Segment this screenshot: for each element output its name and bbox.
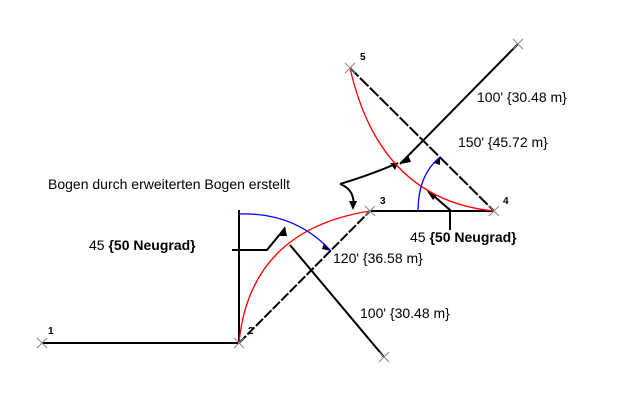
point-label-1: 1 [48, 326, 54, 337]
dimension-line-lower[interactable] [289, 244, 385, 358]
point-label-2: 2 [248, 326, 254, 337]
point-marker[interactable] [378, 351, 390, 363]
blue-angle-arc-left[interactable] [238, 213, 332, 252]
point-marker[interactable] [512, 38, 524, 50]
angle-value: 45 [410, 229, 426, 245]
angle-label-right: 45 {50 Neugrad} [410, 229, 517, 245]
leader-angle-right [427, 190, 451, 230]
red-arc-2-3[interactable] [238, 210, 371, 344]
red-arc-5-4[interactable] [349, 67, 495, 212]
arrowhead [349, 201, 357, 210]
arrowhead [280, 226, 287, 236]
point-label-3: 3 [380, 196, 386, 207]
blue-angle-arc-right[interactable] [417, 156, 441, 212]
point-marker[interactable] [233, 337, 245, 349]
point-marker[interactable] [344, 62, 356, 74]
distance-label-100-upper: 100' {30.48 m} [477, 89, 567, 105]
angle-unit: {50 Neugrad} [429, 229, 517, 245]
distance-label-120: 120' {36.58 m} [333, 250, 423, 266]
arrowhead [427, 191, 437, 200]
angle-unit: {50 Neugrad} [108, 237, 196, 253]
point-label-5: 5 [360, 52, 366, 63]
leader-angle-left [232, 227, 286, 251]
distance-label-100-lower: 100' {30.48 m} [360, 305, 450, 321]
distance-label-150: 150' {45.72 m} [458, 134, 548, 150]
angle-value: 45 [89, 237, 105, 253]
callout-text: Bogen durch erweiterten Bogen erstellt [48, 176, 291, 192]
dimension-line-upper[interactable] [399, 43, 519, 165]
line-5-4[interactable] [349, 67, 495, 212]
point-marker[interactable] [488, 205, 500, 217]
point-label-4: 4 [503, 196, 509, 207]
angle-label-left: 45 {50 Neugrad} [89, 237, 196, 253]
point-marker[interactable] [36, 337, 48, 349]
arrowhead [400, 155, 411, 164]
leader-callout [339, 162, 399, 185]
line-2-3[interactable] [238, 210, 371, 344]
point-marker[interactable] [364, 205, 376, 217]
